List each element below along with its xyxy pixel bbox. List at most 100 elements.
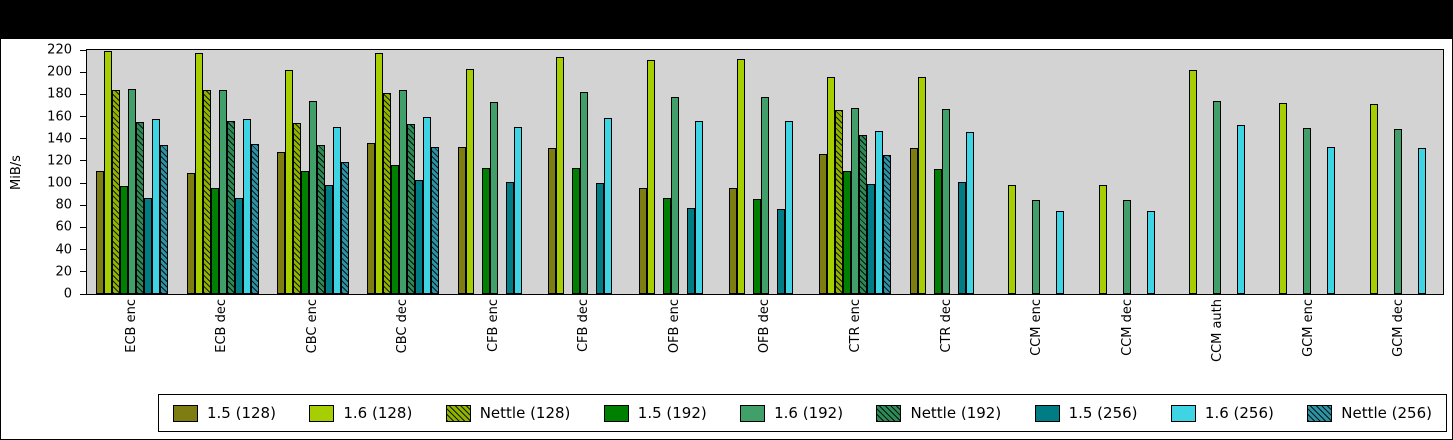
bar [431, 146, 440, 294]
y-tick-mark [80, 293, 86, 295]
y-tick-label: 20 [55, 264, 72, 280]
legend-swatch [740, 404, 766, 422]
y-tick-label: 180 [47, 86, 72, 102]
y-tick-label: 40 [55, 242, 72, 258]
legend-swatch [603, 404, 629, 422]
bar [1279, 103, 1288, 294]
y-tick-mark [80, 182, 86, 184]
y-tick-label: 0 [63, 286, 72, 302]
y-axis: 0 20 40 60 80 100 120 140 160 180 200 220 [1, 44, 86, 301]
bar [104, 51, 113, 294]
bar [423, 116, 432, 294]
bar [1393, 128, 1402, 294]
bar [646, 59, 655, 294]
legend-item: Nettle (256) [1307, 404, 1432, 422]
bar [670, 96, 679, 294]
legend-item: Nettle (128) [445, 404, 571, 422]
chart-region: MiB/s 0 20 40 60 80 100 120 140 160 180 200 220 ECB… [1, 39, 1452, 391]
bar [580, 92, 589, 294]
legend-swatch [173, 404, 198, 422]
y-tick-label: 80 [55, 197, 72, 213]
y-tick-label: 200 [47, 64, 72, 80]
x-tick-cell: ECB dec [177, 299, 268, 391]
x-tick-cell: GCM dec [1353, 299, 1444, 391]
y-tick-mark [80, 93, 86, 95]
legend-swatch [1170, 404, 1196, 422]
x-tick-label: OFB dec [757, 299, 773, 354]
bar [1213, 101, 1222, 294]
bar [210, 187, 219, 294]
bar [1122, 199, 1131, 294]
x-tick-cell: OFB dec [720, 299, 811, 391]
x-tick-cell: CBC enc [267, 299, 358, 391]
legend-label: 1.5 (256) [1068, 404, 1138, 422]
legend-label: 1.6 (256) [1204, 404, 1274, 422]
bar [761, 96, 770, 294]
legend-label: Nettle (192) [910, 404, 1002, 422]
y-tick-mark [80, 49, 86, 51]
bar-group [629, 50, 719, 294]
y-tick-mark [80, 160, 86, 162]
bar [819, 154, 828, 294]
x-tick-label: CCM enc [1029, 299, 1045, 356]
legend-item: 1.6 (256) [1170, 404, 1274, 422]
x-tick-label: GCM enc [1300, 299, 1316, 357]
x-tick-cell: CFB enc [448, 299, 539, 391]
bar [1098, 185, 1107, 294]
bar [333, 126, 342, 294]
x-tick-label: ECB enc [123, 299, 139, 353]
legend-item: 1.5 (128) [173, 404, 276, 422]
y-tick-label: 220 [47, 42, 72, 58]
legend-swatch [1034, 404, 1060, 422]
bar [729, 187, 738, 294]
y-tick-mark [80, 271, 86, 273]
bar [556, 56, 565, 294]
bar [285, 69, 294, 294]
legend-label: Nettle (128) [479, 404, 571, 422]
bar [293, 123, 302, 294]
bar [777, 208, 786, 294]
bar [465, 68, 474, 294]
bar [301, 170, 310, 294]
bar-group [1081, 50, 1171, 294]
bar-group [1172, 50, 1262, 294]
bar [859, 135, 868, 294]
x-tick-label: CTR enc [848, 299, 864, 353]
bar [572, 167, 581, 294]
bar [136, 122, 145, 294]
bar [933, 168, 942, 294]
bar-group [268, 50, 358, 294]
bar [481, 167, 490, 294]
bar [457, 146, 466, 294]
bar-group [720, 50, 810, 294]
x-tick-cell: CCM auth [1172, 299, 1263, 391]
x-tick-label: CBC enc [304, 299, 320, 354]
bar [785, 120, 794, 294]
bar [194, 53, 203, 294]
x-tick-cell: CBC dec [358, 299, 449, 391]
x-tick-label: CCM dec [1119, 299, 1135, 356]
bar [505, 181, 514, 294]
legend-item: 1.5 (192) [603, 404, 707, 422]
bar [152, 118, 161, 294]
x-tick-label: CFB enc [485, 299, 501, 352]
bar-group [1262, 50, 1352, 294]
bar [186, 173, 195, 294]
bar [112, 89, 121, 294]
y-tick-mark [80, 204, 86, 206]
bar [851, 107, 860, 294]
bar [1056, 210, 1065, 294]
x-tick-cell: ECB enc [86, 299, 177, 391]
bar [1008, 185, 1017, 294]
y-tick-label: 160 [47, 109, 72, 125]
bar [513, 126, 522, 294]
bar [909, 147, 918, 294]
bar [883, 155, 892, 294]
bar [250, 144, 259, 294]
bar [144, 197, 153, 294]
y-tick-mark [80, 226, 86, 228]
bar [827, 76, 836, 294]
bar-group [539, 50, 629, 294]
bar [1417, 147, 1426, 294]
